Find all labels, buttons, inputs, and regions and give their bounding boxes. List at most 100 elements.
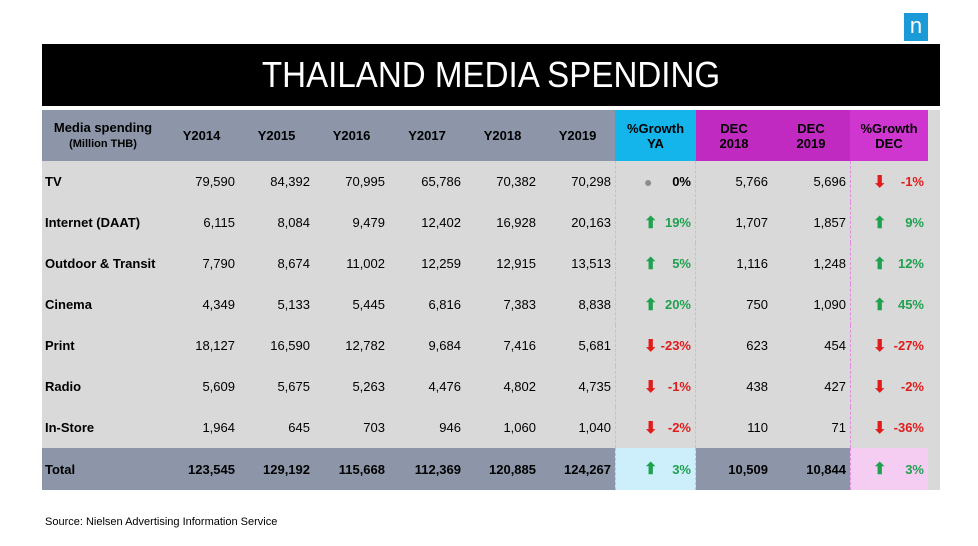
cell-dec-2018: 438 bbox=[696, 366, 772, 407]
header-growth-ya-line1: %Growth bbox=[626, 120, 685, 136]
cell-dec-2018: 10,509 bbox=[696, 448, 772, 490]
growth-dec-cell-value: -1% bbox=[900, 174, 924, 189]
cell-value: 4,735 bbox=[540, 366, 615, 407]
header-dec-2018-line1: DEC bbox=[720, 120, 748, 136]
cell-value: 703 bbox=[314, 407, 389, 448]
cell-value: 946 bbox=[389, 407, 465, 448]
cell-value: 20,163 bbox=[540, 202, 615, 243]
growth-ya-cell-value: 19% bbox=[664, 215, 691, 230]
cell-value: 70,382 bbox=[465, 161, 540, 202]
arrow-up-icon: ⬆ bbox=[873, 296, 887, 314]
arrow-down-icon: ⬇ bbox=[873, 419, 887, 437]
arrow-up-icon: ⬆ bbox=[873, 461, 887, 478]
header-label-line1: Media spending bbox=[53, 119, 153, 135]
header-dec-2019-line1: DEC bbox=[797, 120, 825, 136]
cell-value: 12,402 bbox=[389, 202, 465, 243]
growth-ya-cell-value: -1% bbox=[667, 379, 691, 394]
cell-value: 12,915 bbox=[465, 243, 540, 284]
cell-value: 8,084 bbox=[239, 202, 314, 243]
header-dec-2018: DEC 2018 bbox=[696, 110, 772, 161]
cell-value: 5,681 bbox=[540, 325, 615, 366]
cell-value: 6,816 bbox=[389, 284, 465, 325]
cell-value: 4,349 bbox=[164, 284, 239, 325]
arrow-down-icon: ⬇ bbox=[873, 173, 887, 191]
header-growth-dec: %Growth DEC bbox=[850, 110, 928, 161]
cell-dec-2019: 1,857 bbox=[772, 202, 850, 243]
header-year: Y2017 bbox=[389, 110, 465, 161]
cell-value: 8,674 bbox=[239, 243, 314, 284]
cell-value: 1,060 bbox=[465, 407, 540, 448]
growth-dec-cell-value: 12% bbox=[897, 256, 924, 271]
growth-dec-cell: ⬇ -2% bbox=[850, 366, 928, 407]
cell-dec-2019: 71 bbox=[772, 407, 850, 448]
nielsen-logo: n bbox=[904, 13, 928, 41]
cell-dec-2018: 110 bbox=[696, 407, 772, 448]
cell-value: 84,392 bbox=[239, 161, 314, 202]
total-label: Total bbox=[42, 448, 164, 490]
cell-dec-2018: 750 bbox=[696, 284, 772, 325]
row-media-label: Cinema bbox=[42, 284, 164, 325]
page-title: THAILAND MEDIA SPENDING bbox=[42, 44, 940, 106]
cell-value: 5,133 bbox=[239, 284, 314, 325]
cell-value: 5,675 bbox=[239, 366, 314, 407]
cell-value: 16,928 bbox=[465, 202, 540, 243]
arrow-down-icon: ⬇ bbox=[873, 378, 887, 396]
cell-dec-2018: 623 bbox=[696, 325, 772, 366]
growth-dec-cell-value: -2% bbox=[900, 379, 924, 394]
arrow-up-icon: ⬆ bbox=[873, 214, 887, 232]
row-media-label: Outdoor & Transit bbox=[42, 243, 164, 284]
header-media-spending: Media spending (Million THB) bbox=[42, 110, 164, 161]
cell-dec-2019: 427 bbox=[772, 366, 850, 407]
cell-value: 645 bbox=[239, 407, 314, 448]
cell-dec-2019: 1,090 bbox=[772, 284, 850, 325]
growth-dec-cell: ⬆ 12% bbox=[850, 243, 928, 284]
arrow-down-icon: ⬇ bbox=[873, 337, 887, 355]
cell-value: 65,786 bbox=[389, 161, 465, 202]
row-media-label: Internet (DAAT) bbox=[42, 202, 164, 243]
growth-dec-cell: ⬇ -1% bbox=[850, 161, 928, 202]
cell-value: 7,790 bbox=[164, 243, 239, 284]
growth-dec-cell-value: 9% bbox=[905, 215, 924, 230]
cell-dec-2019: 454 bbox=[772, 325, 850, 366]
growth-ya-cell: ● 0% bbox=[615, 161, 696, 202]
growth-ya-cell-value: 0% bbox=[672, 174, 691, 189]
growth-dec-cell-value: 45% bbox=[897, 297, 924, 312]
cell-value: 16,590 bbox=[239, 325, 314, 366]
cell-value: 7,383 bbox=[465, 284, 540, 325]
cell-value: 8,838 bbox=[540, 284, 615, 325]
cell-dec-2018: 5,766 bbox=[696, 161, 772, 202]
growth-ya-cell-value: 20% bbox=[664, 297, 691, 312]
growth-ya-cell: ⬆ 20% bbox=[615, 284, 696, 325]
header-dec-2019-line2: 2019 bbox=[796, 135, 826, 151]
cell-value: 11,002 bbox=[314, 243, 389, 284]
header-growth-dec-line1: %Growth bbox=[860, 120, 918, 136]
growth-ya-cell: ⬇ -2% bbox=[615, 407, 696, 448]
header-year: Y2019 bbox=[540, 110, 615, 161]
growth-dec-cell-value: -36% bbox=[893, 420, 924, 435]
cell-value: 79,590 bbox=[164, 161, 239, 202]
cell-value: 123,545 bbox=[164, 448, 239, 490]
growth-dec-cell: ⬆ 45% bbox=[850, 284, 928, 325]
cell-dec-2019: 10,844 bbox=[772, 448, 850, 490]
cell-value: 5,445 bbox=[314, 284, 389, 325]
header-growth-ya: %Growth YA bbox=[615, 110, 696, 161]
growth-dec-cell: ⬇ -27% bbox=[850, 325, 928, 366]
arrow-up-icon: ⬆ bbox=[644, 214, 658, 232]
growth-dec-cell-value: 3% bbox=[905, 461, 924, 477]
cell-value: 115,668 bbox=[314, 448, 389, 490]
arrow-up-icon: ⬆ bbox=[873, 255, 887, 273]
page-title-text: THAILAND MEDIA SPENDING bbox=[261, 54, 721, 95]
arrow-down-icon: ⬇ bbox=[644, 337, 658, 355]
cell-value: 124,267 bbox=[540, 448, 615, 490]
cell-value: 1,964 bbox=[164, 407, 239, 448]
arrow-up-icon: ⬆ bbox=[644, 255, 658, 273]
source-note: Source: Nielsen Advertising Information … bbox=[45, 516, 278, 528]
media-spending-table: Media spending (Million THB) Y2014 Y2015… bbox=[42, 110, 940, 490]
cell-value: 13,513 bbox=[540, 243, 615, 284]
growth-ya-cell-value: 3% bbox=[672, 461, 691, 477]
header-growth-dec-line2: DEC bbox=[875, 135, 903, 151]
cell-value: 4,802 bbox=[465, 366, 540, 407]
cell-value: 9,479 bbox=[314, 202, 389, 243]
header-dec-2019: DEC 2019 bbox=[772, 110, 850, 161]
cell-value: 12,259 bbox=[389, 243, 465, 284]
